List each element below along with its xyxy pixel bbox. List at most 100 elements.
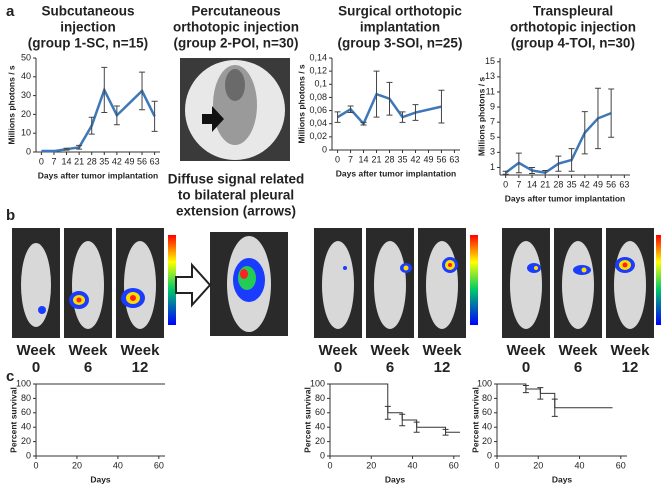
week-label: Week	[17, 342, 57, 359]
column-title: orthotopic injection	[173, 20, 299, 35]
x-axis-label: Days after tumor implantation	[505, 193, 625, 203]
week-number: 12	[622, 359, 639, 376]
error-bar	[438, 89, 445, 124]
error-bar	[542, 169, 549, 176]
x-tick-label: 35	[99, 156, 109, 166]
x-axis-label: Days	[385, 474, 406, 484]
y-tick-label: 80	[315, 393, 325, 403]
y-axis-label: Millions photons / s	[6, 65, 16, 145]
week-number: 6	[574, 359, 582, 376]
week-number: 12	[434, 359, 451, 376]
error-bar	[139, 71, 146, 111]
column-title: (group 4-TOI, n=30)	[511, 36, 635, 51]
error-bar	[399, 111, 406, 123]
y-tick-label: 10	[21, 128, 31, 138]
panel-label: c	[6, 368, 14, 385]
panel-label: b	[6, 207, 15, 224]
x-tick-label: 0	[33, 460, 38, 470]
y-tick-label: 0,14	[309, 52, 327, 62]
y-tick-label: 0	[320, 450, 325, 460]
y-axis-label: Percent survival	[470, 387, 480, 453]
error-bar	[442, 428, 449, 436]
x-tick-label: 0	[494, 460, 499, 470]
y-tick-label: 40	[315, 422, 325, 432]
column-title: Subcutaneous	[41, 4, 134, 19]
x-tick-label: 42	[410, 154, 420, 164]
y-tick-label: 0,04	[309, 118, 327, 128]
x-tick-label: 28	[87, 156, 97, 166]
error-bar	[515, 152, 522, 174]
y-tick-label: 0	[26, 450, 31, 460]
error-bar	[412, 104, 419, 121]
x-tick-label: 14	[359, 154, 369, 164]
panel-label: a	[6, 3, 15, 20]
x-tick-label: 42	[580, 179, 590, 189]
y-tick-label: 0,1	[314, 79, 327, 89]
y-tick-label: 40	[21, 422, 31, 432]
x-tick-label: 28	[384, 154, 394, 164]
error-bar	[581, 111, 588, 155]
y-tick-label: 20	[482, 436, 492, 446]
x-tick-label: 7	[516, 179, 521, 189]
y-tick-label: 60	[315, 407, 325, 417]
error-bar	[555, 155, 562, 172]
y-tick-label: 20	[21, 436, 31, 446]
x-tick-label: 20	[533, 460, 543, 470]
column-title: orthotopic injection	[510, 20, 636, 35]
y-tick-label: 0	[322, 144, 327, 154]
error-bar	[88, 116, 95, 135]
y-axis-label: Millions photons / s	[296, 64, 306, 144]
week-label: Week	[371, 342, 411, 359]
x-tick-label: 0	[335, 154, 340, 164]
chart: 0 20 40 60 80 100 0 20 40 60 Days Percent survival	[8, 378, 165, 484]
x-tick-label: 21	[74, 156, 84, 166]
x-tick-label: 20	[366, 460, 376, 470]
week-number: 0	[32, 359, 40, 376]
x-tick-label: 56	[137, 156, 147, 166]
chart: 0 20 40 60 80 100 0 20 40 60 Days Percent survival	[302, 378, 460, 484]
x-tick-label: 0	[327, 460, 332, 470]
y-tick-label: 15	[485, 56, 495, 66]
survival-step	[330, 383, 389, 413]
x-tick-label: 35	[397, 154, 407, 164]
error-bar	[413, 421, 420, 433]
error-bar	[529, 166, 536, 174]
week-label: Week	[319, 342, 359, 359]
x-tick-label: 49	[593, 179, 603, 189]
x-tick-label: 40	[408, 460, 418, 470]
y-tick-label: 80	[21, 393, 31, 403]
column-title: (group 2-POI, n=30)	[174, 36, 299, 51]
column-title: injection	[60, 20, 116, 35]
x-tick-label: 63	[150, 156, 160, 166]
error-bar	[63, 147, 70, 151]
x-tick-label: 56	[436, 154, 446, 164]
y-tick-label: 100	[16, 378, 31, 388]
y-tick-label: 60	[482, 407, 492, 417]
error-bar	[347, 105, 354, 114]
error-bar	[537, 387, 544, 400]
y-axis-label: Millions photons / s	[476, 77, 486, 157]
annotation: Diffuse signal related	[168, 172, 305, 187]
y-tick-label: 13	[485, 71, 495, 81]
x-tick-label: 60	[616, 460, 626, 470]
x-tick-label: 0	[39, 156, 44, 166]
annotation: extension (arrows)	[176, 204, 296, 219]
x-tick-label: 28	[553, 179, 563, 189]
x-axis-label: Days after tumor implantation	[336, 168, 456, 178]
week-number: 0	[334, 359, 342, 376]
y-tick-label: 3	[490, 147, 495, 157]
error-bar	[101, 66, 108, 114]
x-axis-label: Days	[90, 474, 111, 484]
error-bar	[334, 111, 341, 123]
error-bar	[502, 170, 509, 175]
y-tick-label: 50	[21, 52, 31, 62]
y-tick-label: 0	[487, 450, 492, 460]
x-tick-label: 56	[606, 179, 616, 189]
week-label: Week	[121, 342, 161, 359]
week-label: Week	[423, 342, 463, 359]
x-tick-label: 21	[372, 154, 382, 164]
y-tick-label: 100	[477, 378, 492, 388]
chart: 00,020,040,060,080,10,120,140 7 14 21 28 35 42…	[296, 52, 460, 178]
